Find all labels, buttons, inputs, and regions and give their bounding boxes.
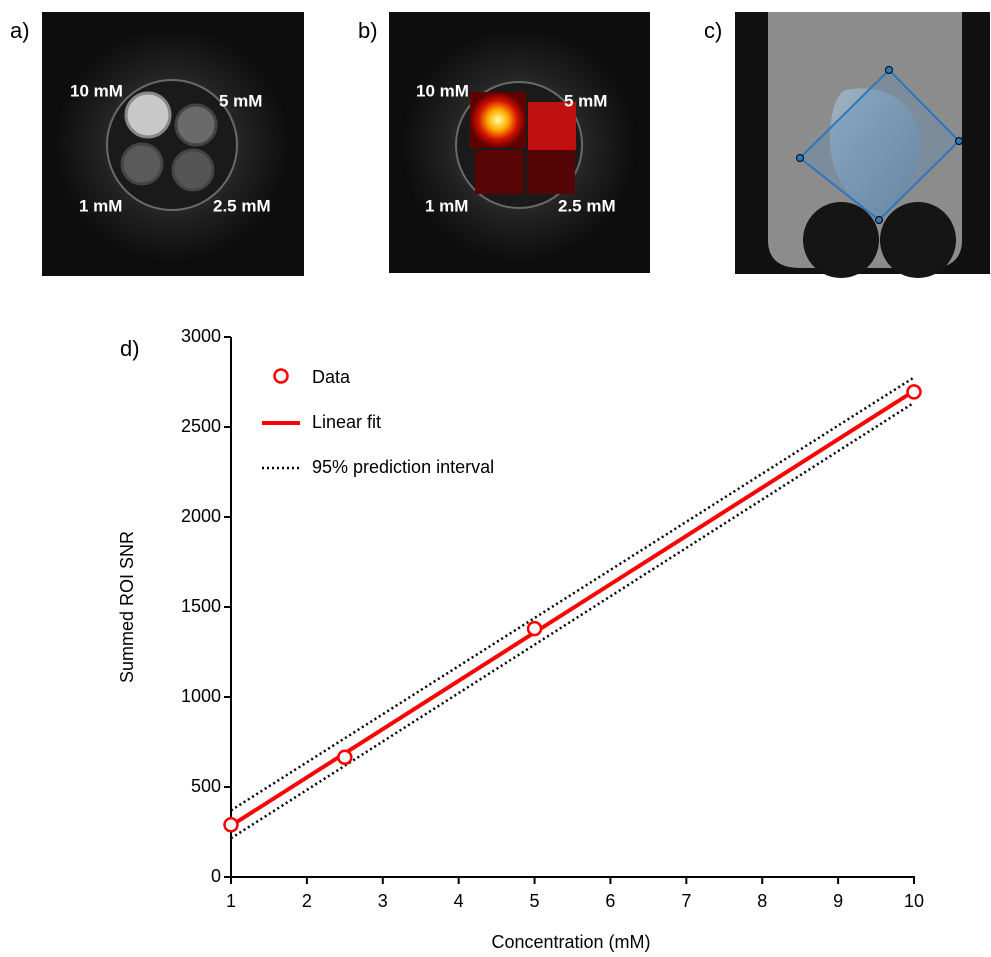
prediction-interval	[231, 378, 914, 811]
x-tick-label: 5	[530, 891, 540, 911]
panel-label: a)	[10, 18, 30, 43]
x-axis-label: Concentration (mM)	[491, 932, 650, 952]
panel-label: c)	[704, 18, 722, 43]
data-point	[225, 818, 238, 831]
y-tick-label: 2500	[181, 416, 221, 436]
panel-a-image	[42, 12, 304, 276]
x-tick-label: 4	[454, 891, 464, 911]
legend-label: Data	[312, 367, 351, 387]
x-tick-label: 3	[378, 891, 388, 911]
figure: a) b) c) 10 mM 5 mM 1 mM 2.5 mM 10 mM 5 …	[0, 0, 991, 957]
annotation: 1 mM	[79, 196, 122, 215]
x-tick-label: 10	[904, 891, 924, 911]
panel-b-image	[389, 12, 650, 273]
legend-label: Linear fit	[312, 412, 381, 432]
annotation: 10 mM	[70, 81, 123, 100]
x-tick-label: 2	[302, 891, 312, 911]
x-tick-label: 8	[757, 891, 767, 911]
annotation: 5 mM	[219, 91, 262, 110]
y-tick-label: 3000	[181, 326, 221, 346]
y-tick-label: 2000	[181, 506, 221, 526]
x-tick-label: 1	[226, 891, 236, 911]
data-point	[908, 385, 921, 398]
legend-symbol	[275, 370, 288, 383]
annotation: 2.5 mM	[213, 196, 271, 215]
y-tick-label: 1000	[181, 686, 221, 706]
annotation: 5 mM	[564, 91, 607, 110]
panel-label: d)	[120, 336, 140, 361]
data-point	[528, 622, 541, 635]
data-point	[338, 751, 351, 764]
y-axis-label: Summed ROI SNR	[117, 531, 137, 683]
y-tick-label: 1500	[181, 596, 221, 616]
y-tick-label: 500	[191, 776, 221, 796]
annotation: 2.5 mM	[558, 196, 616, 215]
x-tick-label: 7	[681, 891, 691, 911]
legend-label: 95% prediction interval	[312, 457, 494, 477]
panel-label: b)	[358, 18, 378, 43]
x-tick-label: 6	[605, 891, 615, 911]
panel-c-image	[735, 12, 990, 278]
annotation: 10 mM	[416, 81, 469, 100]
x-tick-label: 9	[833, 891, 843, 911]
annotation: 1 mM	[425, 196, 468, 215]
y-tick-label: 0	[211, 866, 221, 886]
